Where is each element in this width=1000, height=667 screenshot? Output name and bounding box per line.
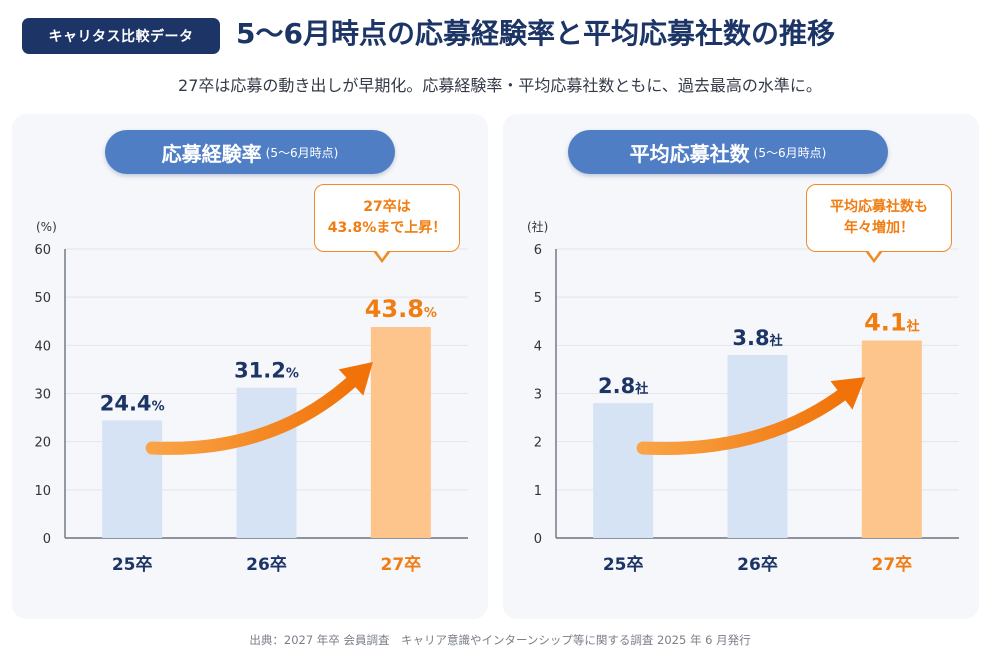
page-subtitle: 27卒は応募の動き出しが早期化。応募経験率・平均応募社数ともに、過去最高の水準に… [178,76,822,95]
y-axis-unit: (社) [527,219,548,234]
chart-panel-average-companies: 平均応募社数 (5〜6月時点) (社) 0 1 2 3 4 5 6 2.8社 25卒 3.8社 26卒… [503,114,979,619]
data-label: 3.8社 [732,326,782,350]
callout-tail [373,249,391,263]
y-tick-label: 10 [34,484,51,499]
y-tick-label: 20 [34,436,51,451]
callout-line-2: 年々増加！ [844,220,914,236]
y-tick-label: 50 [34,291,51,306]
bar-chart-average-companies: (社) 0 1 2 3 4 5 6 2.8社 25卒 3.8社 26卒 4.1社 27卒 [527,219,959,575]
trend-arrow-shaft [145,370,364,455]
chart-title: 平均応募社数 [629,141,750,166]
y-tick-label: 0 [534,532,542,547]
data-label: 43.8% [365,295,437,323]
data-label: 4.1社 [864,309,920,337]
callout-tail [865,249,883,263]
y-tick-label: 6 [534,243,542,258]
chart-title-sub: (5〜6月時点) [753,145,827,160]
bar [102,420,163,538]
y-tick-label: 60 [34,243,51,258]
y-tick-label: 2 [534,436,542,451]
y-tick-label: 0 [43,532,51,547]
chart-title-pill: 応募経験率 (5〜6月時点) [105,130,395,174]
bar-chart-application-rate: (%) 0 10 20 30 40 50 60 24.4% 25卒 31.2% 26卒 43.8% 27卒 [34,220,468,575]
x-tick-label: 27卒 [380,554,421,575]
data-label: 31.2% [234,359,299,383]
x-tick-label: 26卒 [737,554,778,575]
y-tick-label: 1 [534,484,542,499]
trend-arrow-shaft [636,384,855,455]
x-tick-label: 25卒 [603,554,644,575]
chart-title: 応募経験率 [161,141,262,166]
callout-bubble: 27卒は 43.8%まで上昇！ [314,184,460,263]
y-axis-unit: (%) [36,220,57,234]
bar [370,327,431,538]
chart-title-sub: (5〜6月時点) [265,145,339,160]
data-label: 2.8社 [598,374,648,398]
y-tick-label: 30 [34,388,51,403]
source-note: 出典：2027 年卒 会員調査 キャリア意識やインターンシップ等に関する調査 2… [249,633,751,647]
chart-title-pill: 平均応募社数 (5〜6月時点) [568,130,888,174]
data-label: 24.4% [100,391,165,415]
trend-arrow-head [338,362,373,396]
x-tick-label: 27卒 [871,554,912,575]
bar [593,403,654,538]
category-badge: キャリタス比較データ [22,18,220,54]
callout-line-2: 43.8%まで上昇！ [327,220,447,236]
x-tick-label: 25卒 [112,554,153,575]
bar [236,387,297,538]
callout-line-1: 平均応募社数も [830,199,928,215]
chart-panel-application-rate: 応募経験率 (5〜6月時点) (%) 0 10 20 30 40 50 60 24.4% 25卒 3… [12,114,488,619]
y-tick-label: 5 [534,291,542,306]
trend-arrow-head [830,377,866,410]
page-title: 5〜6月時点の応募経験率と平均応募社数の推移 [236,17,835,50]
y-tick-label: 3 [534,388,542,403]
y-tick-label: 40 [34,339,51,354]
x-tick-label: 26卒 [246,554,287,575]
y-tick-label: 4 [534,339,542,354]
bar [861,340,922,538]
callout-line-1: 27卒は [363,199,411,215]
callout-bubble: 平均応募社数も 年々増加！ [806,184,952,263]
